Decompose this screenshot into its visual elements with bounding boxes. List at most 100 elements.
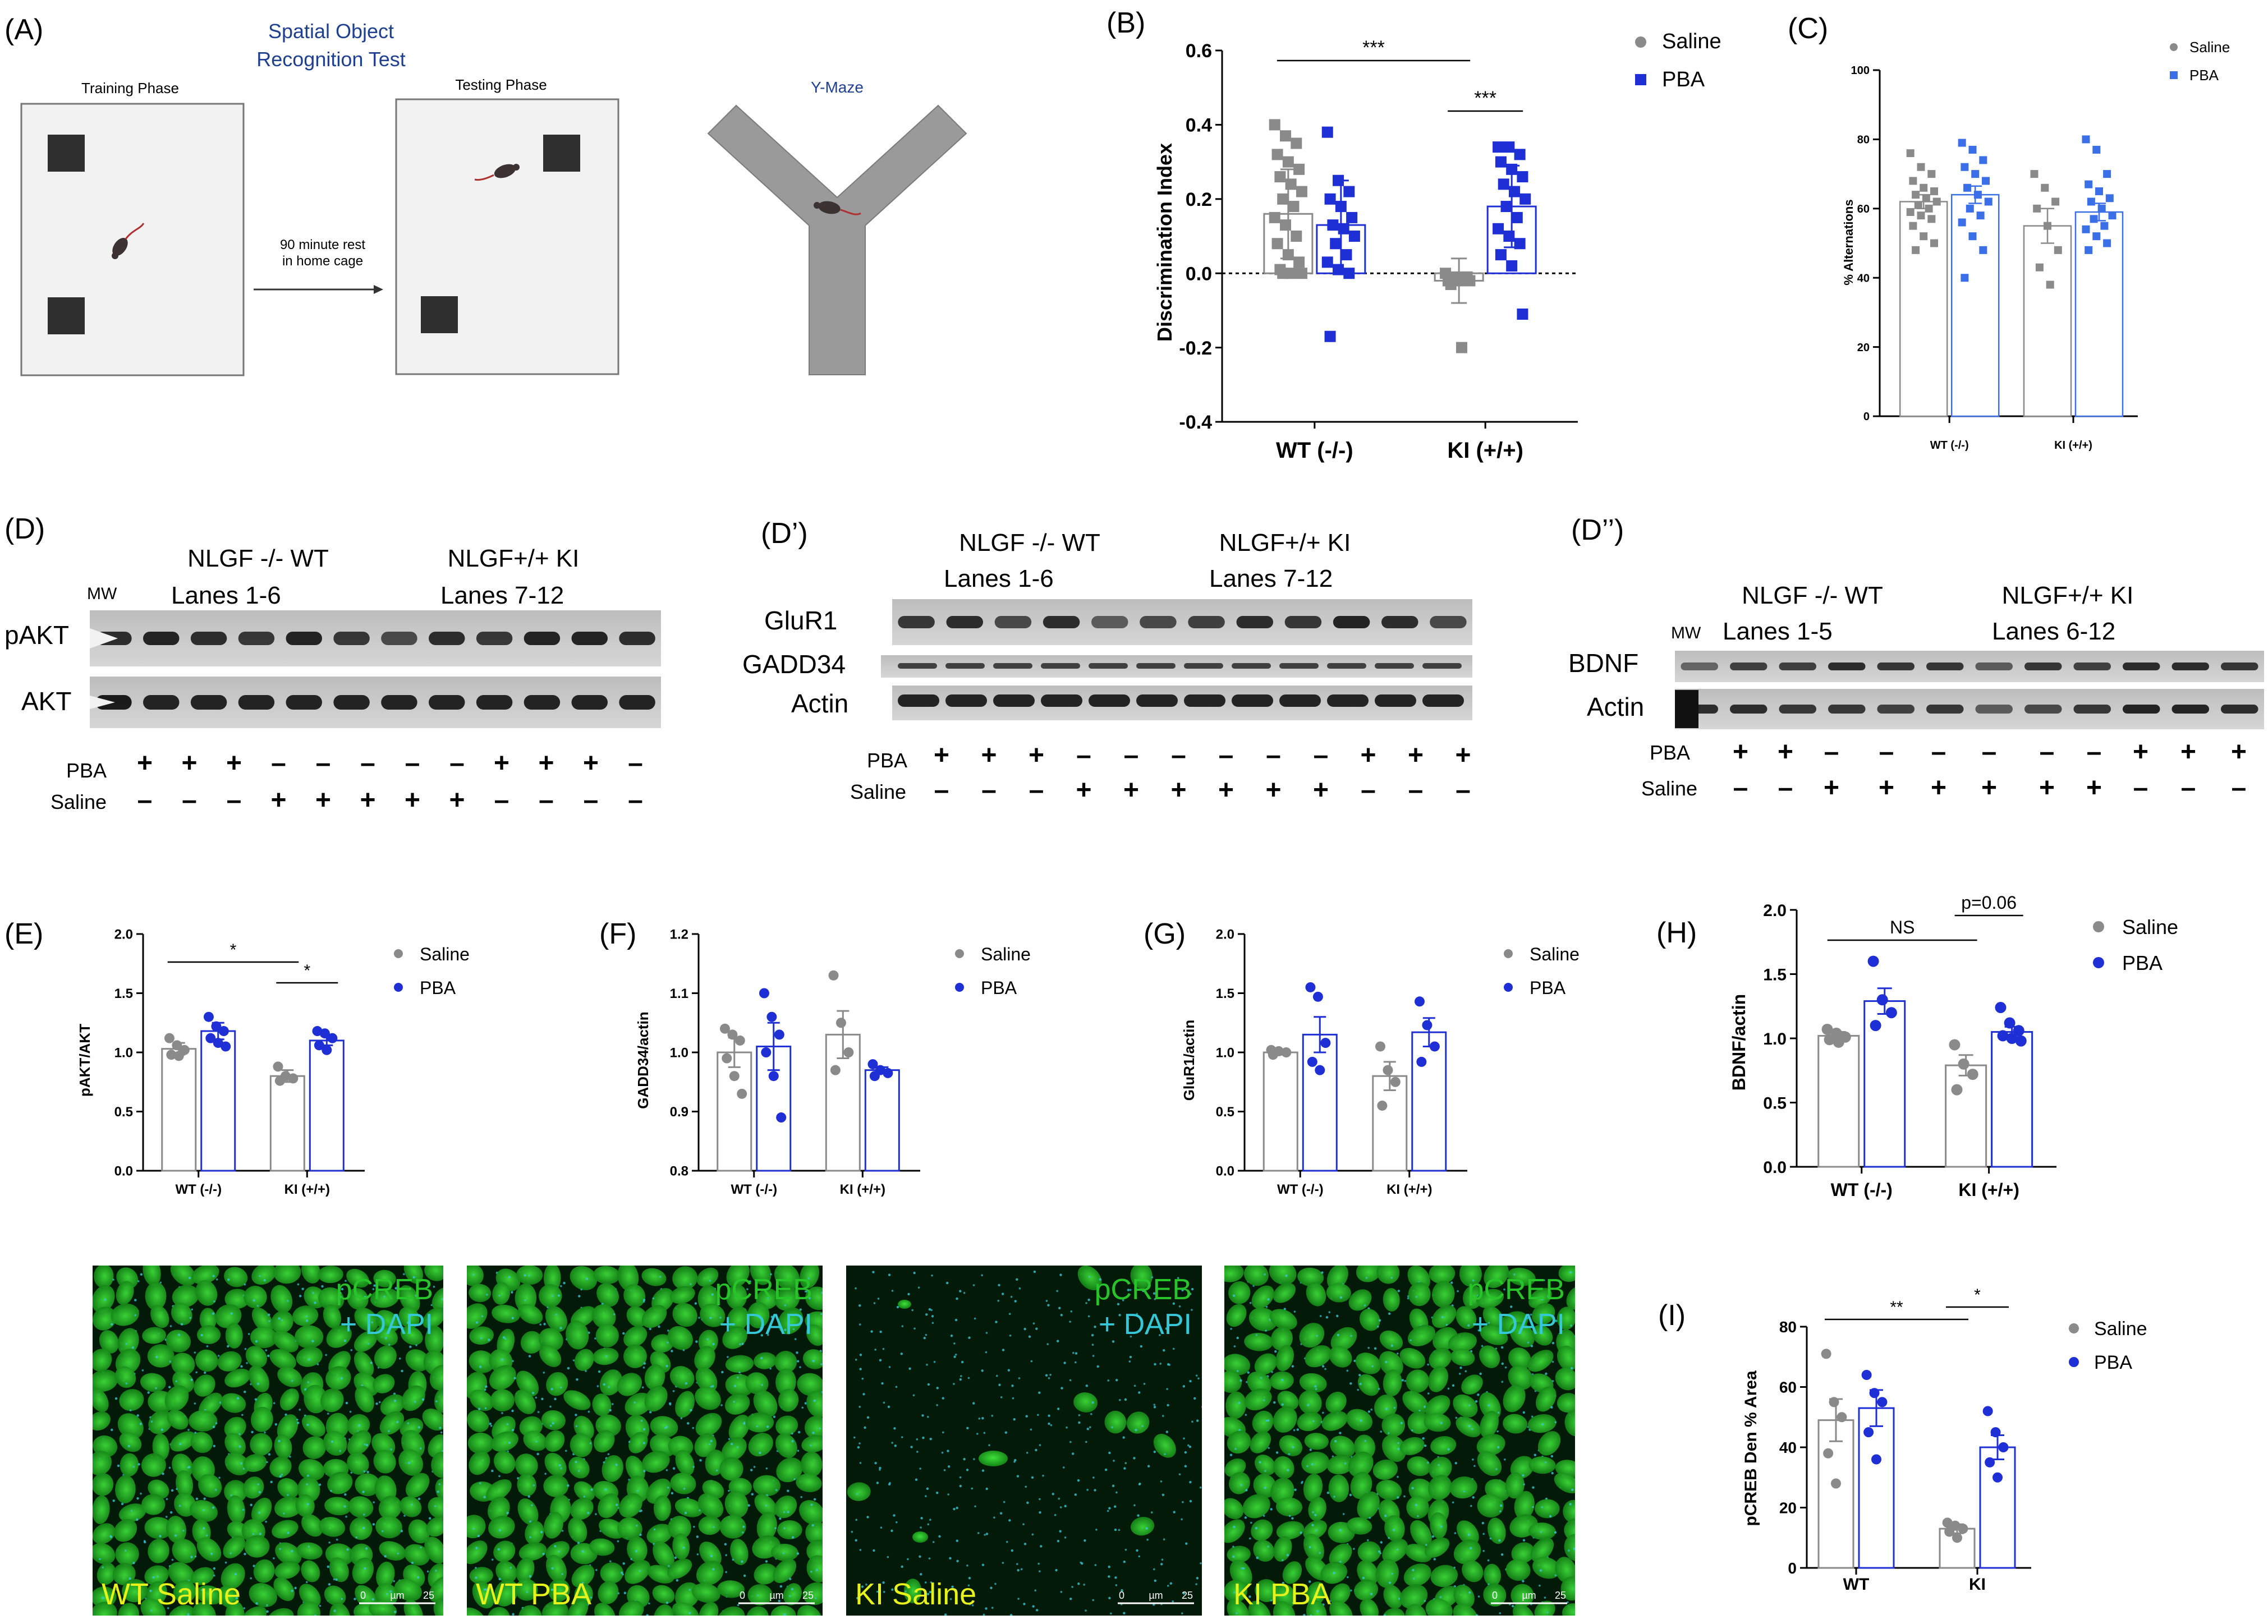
dapi-dot — [907, 1558, 909, 1561]
data-point — [1280, 219, 1292, 231]
dapi-dot — [429, 1517, 431, 1520]
y-tick-label: 0.8 — [670, 1164, 688, 1179]
dapi-dot — [1583, 1382, 1586, 1384]
cell — [1404, 1544, 1432, 1563]
cell — [148, 1539, 169, 1563]
dapi-dot — [390, 1448, 392, 1451]
bar — [1302, 1033, 1338, 1172]
dapi-dot — [1122, 1299, 1124, 1301]
y-tick-label: 40 — [1779, 1439, 1797, 1456]
dapi-dot — [1181, 1518, 1183, 1521]
dapi-dot — [613, 1313, 616, 1315]
dapi-dot — [1259, 1461, 1261, 1464]
dapi-dot — [1574, 1335, 1575, 1337]
dapi-dot — [127, 1444, 130, 1448]
dapi-dot — [299, 1295, 302, 1298]
dapi-dot — [213, 1444, 216, 1447]
cell — [1381, 1413, 1406, 1437]
cell — [1243, 1266, 1269, 1286]
dapi-dot — [967, 1377, 970, 1379]
dapi-dot — [817, 1615, 819, 1616]
dapi-dot — [954, 1353, 957, 1356]
dapi-dot — [543, 1372, 545, 1374]
d2-blot-images — [881, 599, 1472, 720]
scale-bar-end: 25 — [1555, 1590, 1566, 1601]
dapi-dot — [1205, 1478, 1208, 1480]
dapi-dot — [1058, 1497, 1060, 1500]
dapi-dot — [920, 1573, 922, 1576]
dapi-dot — [475, 1576, 478, 1579]
cell — [1330, 1327, 1357, 1351]
data-point — [2105, 194, 2114, 203]
cell — [518, 1542, 547, 1561]
cell — [194, 1374, 215, 1397]
pba-lane-mark: – — [271, 748, 286, 778]
dapi-dot — [1173, 1511, 1176, 1513]
y-tick-label: 60 — [1779, 1379, 1797, 1396]
cell — [353, 1331, 378, 1352]
dapi-dot — [617, 1540, 619, 1543]
y-tick-label: 0.0 — [114, 1164, 133, 1179]
dapi-dot — [642, 1367, 645, 1369]
dapi-dot — [1182, 1592, 1186, 1595]
dapi-dot — [738, 1371, 741, 1374]
dapi-dot — [1049, 1374, 1052, 1376]
dapi-dot — [1056, 1340, 1059, 1342]
dapi-dot — [438, 1483, 441, 1485]
dapi-dot — [1445, 1617, 1447, 1619]
pakt-strip — [90, 610, 661, 666]
dapi-dot — [1425, 1544, 1427, 1546]
h-y-axis-label: BDNF/actin — [1729, 994, 1749, 1091]
pba-lane-mark: + — [538, 748, 554, 778]
dapi-dot — [879, 1469, 881, 1471]
dapi-dot — [929, 1519, 931, 1521]
cell — [1329, 1600, 1353, 1616]
dapi-dot — [498, 1475, 501, 1478]
legend-saline-marker — [955, 949, 964, 958]
cell — [425, 1326, 443, 1355]
dapi-dot — [1112, 1340, 1115, 1343]
condition-label: WT Saline — [102, 1577, 241, 1611]
dapi-dot — [156, 1575, 159, 1578]
dapi-dot — [540, 1530, 543, 1534]
data-point — [1277, 193, 1289, 205]
dapi-dot — [944, 1613, 947, 1616]
dapi-dot — [1196, 1419, 1199, 1422]
dapi-dot — [433, 1286, 435, 1288]
cell — [695, 1413, 722, 1437]
dapi-dot — [910, 1446, 913, 1448]
akt-strip — [90, 677, 661, 728]
cell — [295, 1494, 315, 1517]
dapi-dot — [761, 1383, 764, 1386]
saline-lane-mark: – — [1456, 775, 1471, 805]
dapi-dot — [1316, 1335, 1318, 1337]
dapi-dot — [136, 1414, 139, 1417]
legend-saline-marker — [2069, 1323, 2079, 1333]
data-point — [1958, 218, 1966, 227]
dapi-dot — [577, 1470, 580, 1472]
dapi-dot — [1195, 1374, 1198, 1377]
panel-h-chart: (H) BDNF/actin 0.00.51.01.52.0WT (-/-) KI… — [1656, 892, 2178, 1200]
dapi-dot — [1471, 1428, 1473, 1430]
dapi-dot — [1248, 1537, 1251, 1540]
dapi-dot — [1236, 1612, 1238, 1614]
dapi-dot — [1404, 1380, 1407, 1382]
data-point — [1920, 183, 1928, 192]
dapi-dot — [306, 1483, 308, 1485]
dapi-dot — [1554, 1531, 1557, 1534]
cell — [1279, 1435, 1302, 1456]
cell — [353, 1351, 374, 1377]
dapi-dot — [213, 1300, 215, 1303]
cell — [224, 1368, 251, 1388]
cell — [116, 1281, 134, 1305]
dapi-dot — [420, 1546, 422, 1549]
data-point — [213, 1038, 223, 1048]
dapi-dot — [244, 1347, 247, 1350]
dapi-dot — [1232, 1555, 1235, 1558]
dapi-dot — [445, 1278, 447, 1281]
glur1-band — [1188, 616, 1225, 628]
dapi-dot — [287, 1531, 290, 1534]
cell — [170, 1431, 196, 1452]
dapi-dot — [491, 1558, 494, 1561]
